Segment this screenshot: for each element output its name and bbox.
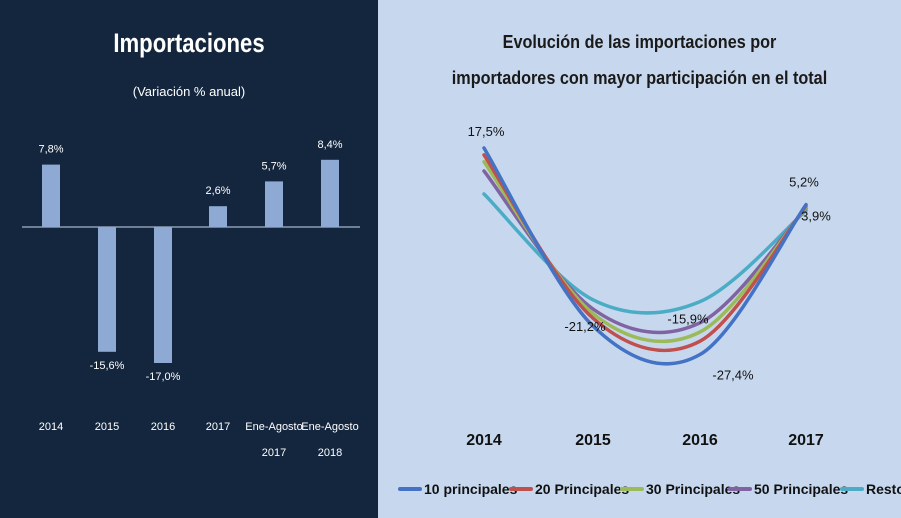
line-series-4 [482, 192, 808, 315]
line-data-label-4: -15,9% [667, 312, 709, 327]
bar-category-label-4-0: Ene-Agosto [245, 421, 302, 433]
bar-5 [321, 159, 339, 227]
bar-2 [154, 227, 172, 363]
x-tick-label-2: 2016 [682, 432, 718, 449]
line-chart-title-line-2: importadores con mayor participación en … [451, 68, 828, 88]
bar-chart-subtitle: (Variación % anual) [132, 84, 246, 99]
bar-4 [265, 181, 283, 227]
legend-label-0: 10 principales [424, 481, 518, 497]
legend-label-1: 20 Principales [535, 481, 629, 497]
bar-category-label-5-0: Ene-Agosto [301, 421, 358, 433]
x-tick-label-1: 2015 [575, 432, 611, 449]
x-tick-label-0: 2014 [466, 432, 502, 449]
bar-category-label-2: 2016 [151, 421, 175, 433]
line-chart-title-line-1: Evolución de las importaciones por [502, 32, 777, 52]
bar-0 [42, 164, 60, 227]
imports-line-chart-panel: Evolución de las importaciones por impor… [378, 0, 901, 518]
bar-data-label-0: 7,8% [38, 144, 63, 156]
bar-data-label-4: 5,7% [261, 160, 286, 172]
line-data-label-0: 17,5% [468, 124, 505, 139]
bar-data-label-3: 2,6% [205, 185, 230, 197]
bar-category-label-5-1: 2018 [318, 447, 342, 459]
bar-category-label-0: 2014 [39, 421, 63, 433]
bar-3 [209, 206, 227, 227]
line-data-label-5: 3,9% [801, 209, 831, 224]
bar-category-label-4-1: 2017 [262, 447, 286, 459]
bar-chart-title: Importaciones [113, 28, 265, 58]
line-series-0 [482, 146, 808, 366]
line-data-label-2: -27,4% [712, 368, 754, 383]
bar-data-label-2: -17,0% [146, 371, 181, 383]
legend-label-2: 30 Principales [646, 481, 740, 497]
line-series-1 [482, 153, 808, 353]
line-data-label-1: -21,2% [564, 319, 606, 334]
x-tick-label-3: 2017 [788, 432, 824, 449]
bar-1 [98, 227, 116, 352]
bar-data-label-1: -15,6% [90, 360, 125, 372]
bar-category-label-3: 2017 [206, 421, 230, 433]
bar-category-label-1: 2015 [95, 421, 119, 433]
legend-label-3: 50 Principales [754, 481, 848, 497]
legend-label-4: Resto [866, 481, 901, 497]
bar-chart-plot: 7,8% 2014 -15,6% 2015 -17,0% 2016 2,6% 2017 5,7%… [22, 139, 360, 459]
bar-data-label-5: 8,4% [317, 139, 342, 151]
line-series-3 [482, 169, 808, 335]
line-chart-plot: 17,5% -21,2% -27,4% 5,2% -15,9% 3,9% 2014 2015 2… [398, 124, 901, 497]
imports-bar-chart-panel: Importaciones (Variación % anual) 7,8% 20… [0, 0, 378, 518]
line-data-label-3: 5,2% [789, 175, 819, 190]
